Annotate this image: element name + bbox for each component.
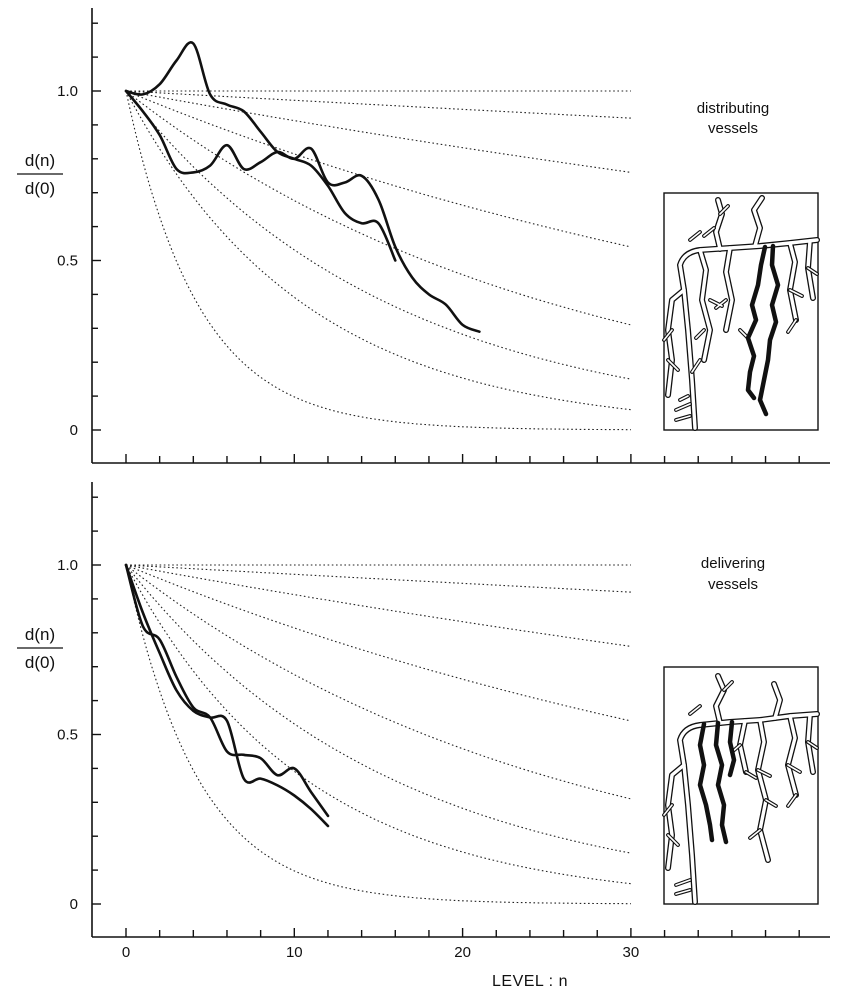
- panel-delivering: 0 10 20 30 0 0.5 1.0 d(n) d(0) delivering ves…: [17, 482, 830, 990]
- measured-series-bottom: [124, 563, 330, 828]
- x-tick-label-0: 0: [122, 944, 130, 961]
- reference-curve-bottom-5: [125, 564, 632, 800]
- axes-top: 0 0.5 1.0: [57, 8, 830, 464]
- reference-curve-top-8: [125, 90, 631, 431]
- y-ticks-top: 0 0.5 1.0: [57, 22, 101, 439]
- y-tick-label-top-0.5: 0.5: [57, 253, 78, 270]
- measured-series-bottom-1: [124, 563, 330, 818]
- y-label-denominator-top: d(0): [25, 179, 55, 198]
- reference-curve-top-5: [125, 90, 632, 326]
- measured-series-top-1: [124, 41, 397, 262]
- measured-series-top-2: [124, 89, 481, 333]
- y-tick-label-top-0: 0: [70, 422, 78, 439]
- x-ticks-bottom: 0 10 20 30: [122, 928, 800, 961]
- x-axis-label: LEVEL : n: [492, 973, 568, 990]
- reference-curve-bottom-3: [125, 564, 631, 647]
- y-tick-label-bottom-1.0: 1.0: [57, 557, 78, 574]
- axes-bottom: 0 10 20 30 0 0.5 1.0: [57, 482, 830, 961]
- inset-vascular-tree-bottom: [662, 666, 820, 905]
- reference-curves-top: [125, 90, 632, 431]
- y-tick-label-bottom-0.5: 0.5: [57, 727, 78, 744]
- reference-curve-bottom-2: [125, 564, 631, 593]
- x-tick-label-20: 20: [454, 944, 471, 961]
- y-tick-label-top-1.0: 1.0: [57, 83, 78, 100]
- y-ticks-bottom: 0 0.5 1.0: [57, 496, 101, 913]
- annotation-line1-top: distributing: [697, 100, 770, 117]
- reference-curve-top-6: [125, 90, 632, 380]
- reference-curve-bottom-6: [125, 564, 632, 854]
- y-label-top: d(n) d(0): [17, 151, 63, 198]
- reference-curves-bottom: [125, 564, 632, 905]
- y-label-denominator-bottom: d(0): [25, 653, 55, 672]
- reference-curve-bottom-7: [125, 564, 631, 885]
- reference-curve-bottom-8: [125, 564, 631, 905]
- measured-series-bottom-2: [124, 563, 330, 828]
- x-tick-label-30: 30: [623, 944, 640, 961]
- y-label-numerator-bottom: d(n): [25, 625, 55, 644]
- annotation-line2-top: vessels: [708, 120, 758, 137]
- vessel-drawing-bottom: [662, 673, 820, 905]
- y-label-bottom: d(n) d(0): [17, 625, 63, 672]
- annotation-line1-bottom: delivering: [701, 555, 765, 572]
- x-tick-label-10: 10: [286, 944, 303, 961]
- inset-vascular-tree-top: [662, 192, 820, 431]
- vessel-drawing-top: [662, 195, 820, 431]
- x-ticks-top: [125, 454, 800, 463]
- y-label-numerator-top: d(n): [25, 151, 55, 170]
- measured-series-top: [124, 41, 481, 333]
- panel-distributing: 0 0.5 1.0 d(n) d(0) distributing vessels: [17, 8, 830, 464]
- y-tick-label-bottom-0: 0: [70, 896, 78, 913]
- reference-curve-top-3: [125, 90, 631, 173]
- annotation-line2-bottom: vessels: [708, 576, 758, 593]
- reference-curve-top-7: [125, 90, 631, 411]
